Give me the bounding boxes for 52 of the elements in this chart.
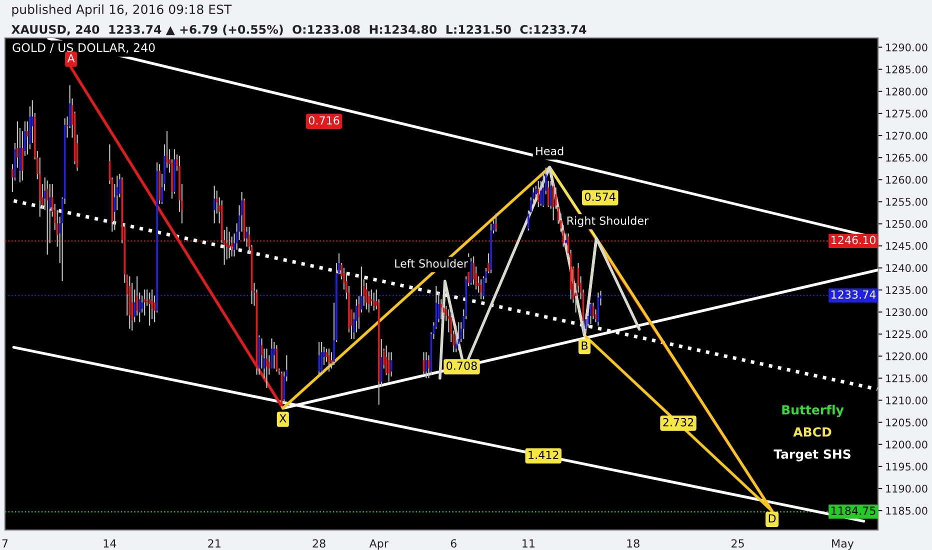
annotation: A bbox=[67, 54, 75, 62]
annotation: Head bbox=[536, 146, 564, 156]
annotation: Butterfly bbox=[782, 404, 844, 418]
y-tick-label: 1210.00 bbox=[886, 396, 928, 404]
annotation: Right Shoulder bbox=[567, 216, 649, 228]
y-tick-label: 1250.00 bbox=[886, 220, 928, 228]
y-tick-label: 1190.00 bbox=[886, 484, 928, 493]
y-tick-label: 1290.00 bbox=[886, 43, 928, 52]
x-tick-label: 21 bbox=[208, 539, 220, 548]
text: XAUUSD, 240 1233.74 ▲ +6.79 (+0.55%) O:1233.08 H:1234.80 L:1231.50 C:1233.74 bbox=[11, 24, 586, 36]
chart-title: GOLD / US DOLLAR, 240 bbox=[12, 43, 155, 54]
y-tick-label: 1270.00 bbox=[886, 132, 928, 140]
annotation: 0.716 bbox=[308, 116, 340, 125]
y-tick-label: 1185.00 bbox=[886, 506, 928, 515]
y-tick-label: 1260.00 bbox=[886, 176, 928, 184]
y-tick-label: 1220.00 bbox=[886, 352, 928, 360]
y-tick-label: 1200.00 bbox=[886, 440, 928, 448]
annotation: ABCD bbox=[793, 427, 832, 437]
y-tick-label: 1240.00 bbox=[886, 264, 928, 272]
y-tick-label: 1215.00 bbox=[886, 374, 928, 382]
y-tick-label: 1280.00 bbox=[886, 88, 928, 96]
x-tick-label: Apr bbox=[369, 539, 388, 550]
annotation: B bbox=[582, 341, 588, 350]
y-tick-label: 1205.00 bbox=[886, 418, 928, 426]
x-tick-label: 11 bbox=[522, 539, 534, 548]
annotation: 1.412 bbox=[528, 450, 558, 459]
x-tick-label: May bbox=[832, 539, 854, 550]
y-tick-label: 1225.00 bbox=[886, 330, 928, 338]
ref-line-label: 1233.74 bbox=[832, 290, 876, 299]
annotation: X bbox=[279, 414, 286, 422]
annotation: Target SHS bbox=[774, 449, 850, 462]
y-tick-label: 1265.00 bbox=[886, 154, 928, 162]
chart-subtitle: published April 16, 2016 09:18 EST bbox=[12, 4, 232, 16]
x-tick-label: 6 bbox=[450, 539, 456, 548]
ref-line-label: 1184.75 bbox=[832, 506, 876, 515]
y-tick-label: 1255.00 bbox=[886, 198, 928, 206]
annotation: D bbox=[768, 514, 776, 522]
y-tick-label: 1275.00 bbox=[886, 110, 928, 118]
x-tick-label: 28 bbox=[312, 539, 326, 548]
x-tick-label: 18 bbox=[627, 539, 640, 548]
y-tick-label: 1230.00 bbox=[886, 308, 928, 316]
y-tick-label: 1285.00 bbox=[886, 66, 928, 74]
y-tick-label: 1195.00 bbox=[886, 462, 928, 471]
x-tick-label: 14 bbox=[104, 539, 116, 548]
annotation: Left Shoulder bbox=[395, 259, 468, 268]
x-tick-label: 25 bbox=[732, 539, 744, 548]
ref-line-label: 1246.10 bbox=[832, 236, 876, 244]
x-tick-label: 7 bbox=[2, 539, 8, 548]
annotation: 0.574 bbox=[584, 192, 616, 202]
y-tick-label: 1245.00 bbox=[886, 242, 928, 250]
annotation: 2.732 bbox=[663, 418, 694, 426]
y-tick-label: 1235.00 bbox=[886, 286, 928, 294]
